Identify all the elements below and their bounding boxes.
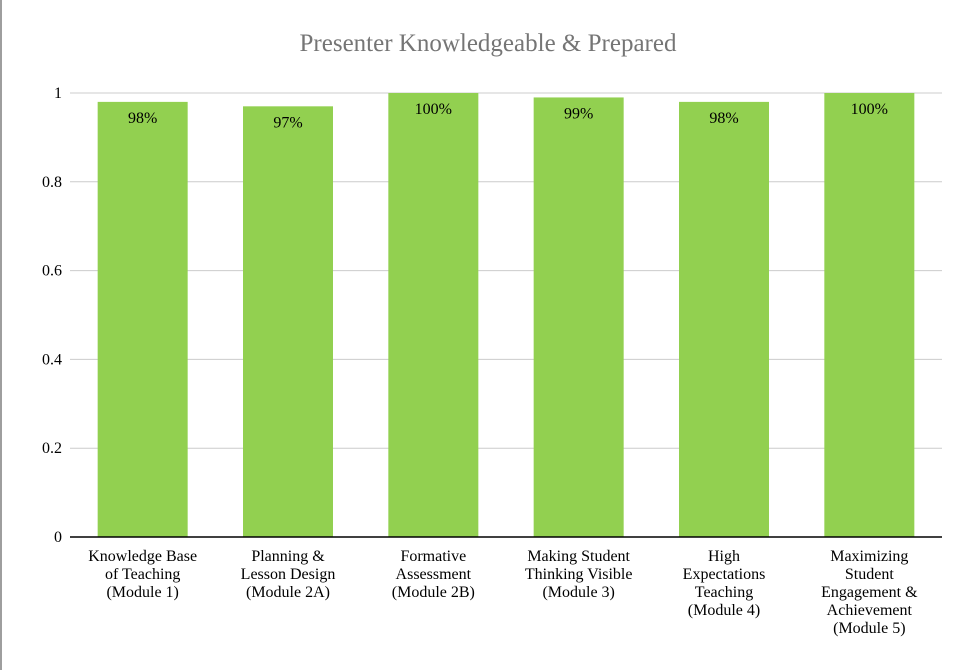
data-label: 98% [128, 110, 157, 127]
data-label: 98% [709, 110, 738, 127]
x-category-label-line: Engagement & [821, 584, 918, 601]
bar [243, 106, 333, 537]
x-category-label-line: (Module 5) [833, 620, 905, 637]
y-tick-label: 1 [54, 85, 62, 102]
bar [97, 101, 188, 537]
x-category-label-line: of Teaching [105, 566, 180, 583]
x-category-label-line: Student [845, 566, 894, 583]
x-category-label-line: High [708, 548, 740, 565]
x-category-label: Planning & Lesson Design (Module 2A) [241, 548, 336, 601]
x-category-label-line: (Module 3) [542, 584, 614, 601]
chart-title: Presenter Knowledgeable & Prepared [299, 30, 677, 57]
x-category-label-line: Making Student [527, 548, 630, 565]
y-tick-label: 0.4 [42, 351, 62, 368]
y-tick-label: 0 [54, 529, 62, 546]
x-category-label-line: Maximizing [830, 548, 908, 565]
x-category-label: Maximizing Student Engagement & Achievement… [821, 548, 918, 637]
x-category-label-line: Formative [400, 548, 466, 565]
x-category-label-line: Achievement [827, 602, 913, 619]
data-label: 100% [851, 101, 888, 118]
x-category-label: High Expectations Teaching (Module 4) [683, 548, 766, 619]
bar [533, 97, 624, 537]
bar [388, 93, 479, 537]
y-tick-label: 0.2 [42, 440, 62, 457]
x-category-label-line: (Module 1) [106, 584, 178, 601]
data-label: 100% [415, 101, 452, 118]
x-category-label-line: (Module 2A) [246, 584, 330, 601]
x-category-label-line: Assessment [396, 566, 472, 583]
x-category-label-line: Lesson Design [241, 566, 336, 583]
data-label: 99% [564, 105, 593, 122]
x-category-label-line: (Module 2B) [392, 584, 475, 601]
bar [824, 93, 915, 537]
x-category-label-line: Expectations [683, 566, 766, 583]
y-tick-label: 0.6 [42, 263, 62, 280]
x-category-label-line: Knowledge Base [88, 548, 197, 565]
data-label: 97% [273, 114, 302, 131]
x-category-label-line: Thinking Visible [525, 566, 633, 583]
x-category-label: Formative Assessment (Module 2B) [392, 548, 475, 601]
x-category-label: Knowledge Base of Teaching (Module 1) [88, 548, 197, 601]
x-category-label-line: (Module 4) [688, 602, 760, 619]
bar [679, 101, 769, 537]
x-category-label: Making Student Thinking Visible (Module 3) [525, 548, 633, 601]
y-tick-label: 0.8 [42, 174, 62, 191]
x-category-label-line: Teaching [695, 584, 753, 601]
x-category-label-line: Planning & [251, 548, 325, 565]
